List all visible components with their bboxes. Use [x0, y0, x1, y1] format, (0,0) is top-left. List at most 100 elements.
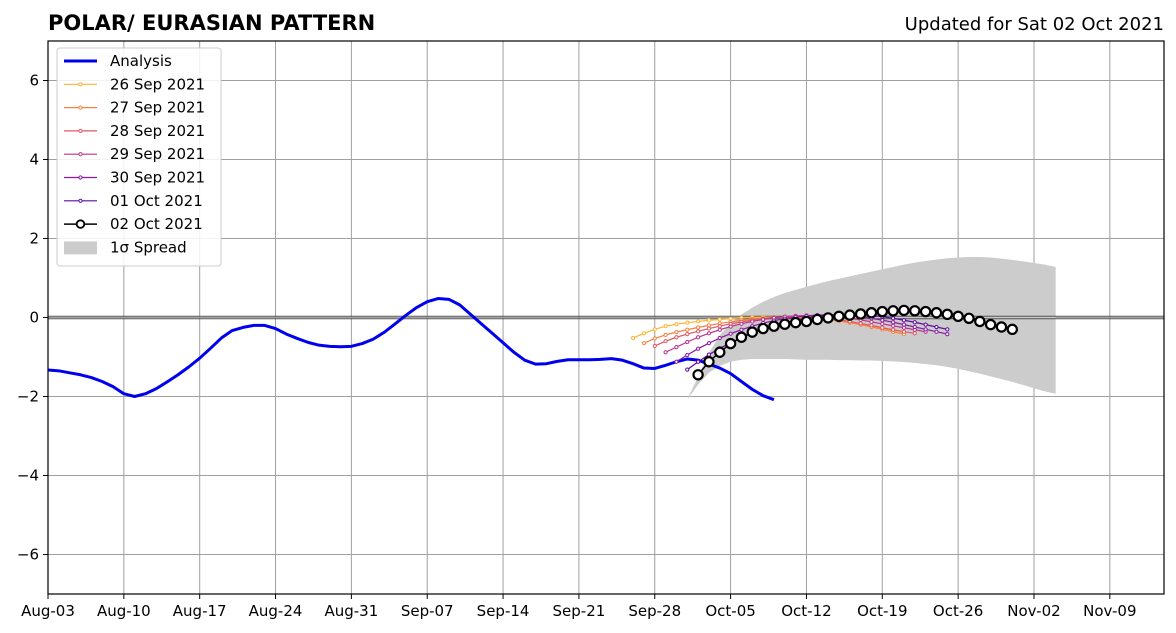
x-tick-label: Oct-26: [933, 602, 983, 620]
forecast-point: [685, 320, 690, 325]
forecast-point: [717, 335, 722, 341]
plot-area: Aug-03 Aug-10 Aug-17 Aug-24 Aug-31 Sep-07 Sep-…: [17, 40, 1165, 620]
forecast-point: [844, 309, 856, 321]
forecast-point: [887, 305, 899, 317]
legend-spread-swatch: [64, 241, 97, 255]
forecast-series: [692, 304, 1019, 381]
x-tick-label: Aug-03: [21, 602, 75, 620]
forecast-point: [891, 316, 896, 321]
legend-analysis-label: Analysis: [110, 52, 172, 70]
forecast-point: [761, 317, 766, 322]
x-tick-label: Sep-28: [628, 602, 681, 620]
forecast-point: [674, 330, 679, 335]
x-tick-label: Oct-19: [857, 602, 907, 620]
legend-forecast-label: 29 Sep 2021: [110, 145, 205, 163]
forecast-point: [663, 332, 668, 337]
x-tick-label: Nov-09: [1083, 602, 1136, 620]
forecast-point: [945, 327, 950, 332]
forecast-point: [695, 325, 701, 330]
forecast-point: [685, 339, 690, 345]
forecast-point: [663, 324, 668, 329]
forecast-point: [779, 318, 791, 330]
forecast-point: [934, 329, 939, 334]
forecast-point: [750, 319, 755, 324]
forecast-point: [739, 321, 744, 326]
forecast-point: [695, 346, 701, 351]
x-tick-label: Aug-10: [97, 602, 151, 620]
forecast-point: [923, 322, 928, 327]
legend: Analysis 26 Sep 2021 27 Sep 2021 28 Sep 202…: [56, 47, 222, 267]
plot-content: [48, 257, 1164, 402]
y-tick-label: 2: [29, 230, 39, 248]
forecast-point: [724, 337, 737, 350]
x-tick-label: Aug-24: [249, 602, 303, 620]
y-tick-label: 4: [29, 151, 39, 169]
forecast-point: [714, 346, 726, 358]
analysis-line: [48, 297, 775, 402]
y-tick-label: 6: [29, 72, 39, 90]
forecast-point: [695, 329, 701, 334]
forecast-point: [923, 327, 928, 332]
forecast-point: [757, 322, 769, 335]
forecast-point: [945, 331, 950, 337]
forecast-point: [674, 345, 679, 350]
forecast-point: [858, 321, 863, 326]
forecast-point: [630, 335, 636, 341]
forecast-point: [717, 317, 722, 322]
forecast-point: [706, 341, 712, 346]
forecast-point: [891, 323, 896, 328]
forecast-point: [674, 322, 679, 327]
legend-forecast-marker: [78, 198, 83, 203]
legend-forecast-marker: [78, 128, 83, 133]
x-tick-label: Sep-07: [401, 602, 454, 620]
forecast-point: [880, 321, 885, 326]
forecast-point: [695, 359, 701, 364]
forecast-point: [692, 369, 704, 381]
x-tick-label: Aug-31: [324, 602, 378, 620]
forecast-point: [717, 324, 722, 329]
legend-forecast-marker: [75, 219, 86, 229]
forecast-point: [728, 331, 733, 336]
forecast-point: [919, 305, 932, 318]
y-tick-label: −6: [17, 546, 39, 564]
forecast-point: [685, 367, 690, 372]
forecast-point: [652, 327, 657, 332]
forecast-point: [909, 305, 921, 317]
forecast-point: [854, 308, 867, 320]
forecast-point: [685, 352, 690, 358]
forecast-point: [652, 343, 657, 349]
forecast-point: [706, 326, 712, 331]
forecast-point: [685, 331, 690, 337]
legend-box: [56, 47, 222, 267]
forecast-point: [930, 307, 943, 319]
forecast-point: [865, 307, 878, 319]
y-tick-label: −2: [17, 388, 39, 406]
x-tick-label: Oct-05: [705, 602, 755, 620]
legend-forecast-label: 26 Sep 2021: [110, 75, 205, 93]
chart-title: POLAR/ EURASIAN PATTERN: [48, 11, 375, 35]
forecast-point: [706, 331, 712, 336]
chart-subtitle: Updated for Sat 02 Oct 2021: [905, 14, 1164, 35]
legend-forecast-label: 02 Oct 2021: [110, 215, 203, 233]
legend-forecast-marker: [78, 105, 83, 110]
forecast-point: [641, 341, 647, 346]
forecast-point: [941, 308, 954, 321]
forecast-point: [739, 327, 744, 332]
forecast-point: [880, 318, 885, 323]
forecast-point: [912, 320, 917, 325]
forecast-point: [901, 329, 907, 334]
legend-forecast-marker: [78, 175, 83, 180]
forecast-point: [674, 359, 679, 364]
forecast-point: [663, 339, 668, 344]
forecast-point: [789, 316, 802, 329]
forecast-point: [695, 319, 701, 324]
x-tick-label: Aug-17: [173, 602, 227, 620]
y-tick-label: 0: [29, 309, 39, 327]
legend-forecast-label: 28 Sep 2021: [110, 122, 205, 140]
forecast-point: [641, 331, 647, 336]
legend-spread-label: 1σ Spread: [110, 238, 187, 256]
forecast-point: [800, 315, 813, 328]
x-tick-label: Nov-02: [1007, 602, 1060, 620]
forecast-point: [901, 318, 907, 323]
